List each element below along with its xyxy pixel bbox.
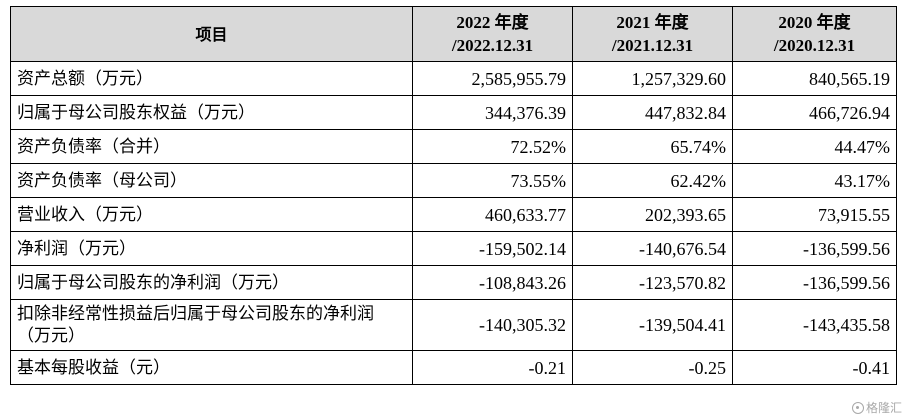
cell-2022: -140,305.32 <box>412 299 573 351</box>
header-item-label: 项目 <box>195 24 228 44</box>
cell-2022: 344,376.39 <box>412 95 573 130</box>
watermark: 格隆汇 <box>851 399 902 416</box>
header-year-2022: 2022 年度 /2022.12.31 <box>412 6 573 62</box>
table-header-row: 项目 2022 年度 /2022.12.31 2021 年度 /2021.12.… <box>10 6 897 62</box>
cell-2020: -0.41 <box>732 350 897 385</box>
cell-2021: 447,832.84 <box>572 95 733 130</box>
cell-2020: 44.47% <box>732 129 897 164</box>
row-label: 资产负债率（合并） <box>10 129 413 164</box>
table-row: 归属于母公司股东的净利润（万元） -108,843.26 -123,570.82… <box>10 265 897 300</box>
header-year-2021: 2021 年度 /2021.12.31 <box>572 6 733 62</box>
cell-2022: -0.21 <box>412 350 573 385</box>
financial-summary-table: 项目 2022 年度 /2022.12.31 2021 年度 /2021.12.… <box>10 6 897 385</box>
cell-2021: -139,504.41 <box>572 299 733 351</box>
cell-2021: 62.42% <box>572 163 733 198</box>
watermark-logo-icon <box>851 401 864 414</box>
cell-2021: -140,676.54 <box>572 231 733 266</box>
cell-2020: 466,726.94 <box>732 95 897 130</box>
row-label: 资产总额（万元） <box>10 61 413 96</box>
header-date-label: /2021.12.31 <box>611 36 694 55</box>
cell-2021: 202,393.65 <box>572 197 733 232</box>
cell-2021: -0.25 <box>572 350 733 385</box>
cell-2022: -108,843.26 <box>412 265 573 300</box>
cell-2022: 460,633.77 <box>412 197 573 232</box>
cell-2022: 72.52% <box>412 129 573 164</box>
header-year-label: 2021 年度 <box>616 13 689 32</box>
table-row: 基本每股收益（元） -0.21 -0.25 -0.41 <box>10 350 897 385</box>
table-row: 资产总额（万元） 2,585,955.79 1,257,329.60 840,5… <box>10 61 897 96</box>
header-year-2020: 2020 年度 /2020.12.31 <box>732 6 897 62</box>
row-label: 扣除非经常性损益后归属于母公司股东的净利润（万元） <box>10 299 413 351</box>
cell-2021: 65.74% <box>572 129 733 164</box>
header-year-label: 2022 年度 <box>456 13 529 32</box>
table-row: 资产负债率（母公司） 73.55% 62.42% 43.17% <box>10 163 897 198</box>
row-label: 归属于母公司股东的净利润（万元） <box>10 265 413 300</box>
table-row: 扣除非经常性损益后归属于母公司股东的净利润（万元） -140,305.32 -1… <box>10 299 897 351</box>
table-row: 营业收入（万元） 460,633.77 202,393.65 73,915.55 <box>10 197 897 232</box>
cell-2020: 43.17% <box>732 163 897 198</box>
cell-2020: -143,435.58 <box>732 299 897 351</box>
watermark-text: 格隆汇 <box>865 401 902 415</box>
header-date-label: /2022.12.31 <box>451 36 534 55</box>
table-row: 净利润（万元） -159,502.14 -140,676.54 -136,599… <box>10 231 897 266</box>
cell-2022: 73.55% <box>412 163 573 198</box>
header-year-label: 2020 年度 <box>778 13 851 32</box>
cell-2022: 2,585,955.79 <box>412 61 573 96</box>
row-label: 净利润（万元） <box>10 231 413 266</box>
cell-2021: -123,570.82 <box>572 265 733 300</box>
row-label: 资产负债率（母公司） <box>10 163 413 198</box>
cell-2020: 73,915.55 <box>732 197 897 232</box>
row-label: 营业收入（万元） <box>10 197 413 232</box>
row-label: 归属于母公司股东权益（万元） <box>10 95 413 130</box>
header-date-label: /2020.12.31 <box>773 36 856 55</box>
row-label: 基本每股收益（元） <box>10 350 413 385</box>
table-row: 归属于母公司股东权益（万元） 344,376.39 447,832.84 466… <box>10 95 897 130</box>
cell-2022: -159,502.14 <box>412 231 573 266</box>
cell-2021: 1,257,329.60 <box>572 61 733 96</box>
cell-2020: -136,599.56 <box>732 265 897 300</box>
cell-2020: 840,565.19 <box>732 61 897 96</box>
table-row: 资产负债率（合并） 72.52% 65.74% 44.47% <box>10 129 897 164</box>
cell-2020: -136,599.56 <box>732 231 897 266</box>
header-item: 项目 <box>10 6 413 62</box>
